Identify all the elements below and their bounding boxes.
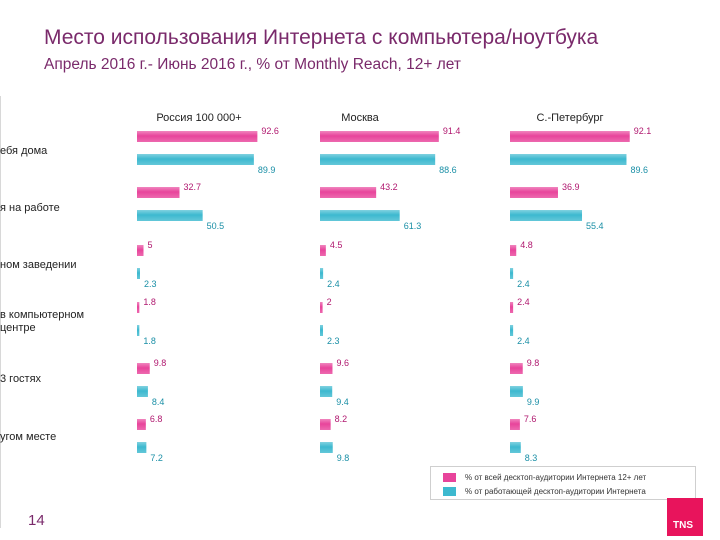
- bar-label-russia-computer-center-s1: 1.8: [143, 297, 156, 307]
- left-divider: [0, 96, 1, 528]
- bar-moscow-work-s1: [320, 187, 377, 198]
- page-title: Место использования Интернета с компьюте…: [44, 26, 599, 49]
- bar-moscow-home-s2: [320, 154, 436, 165]
- bar-russia-guests-s1: [137, 363, 150, 374]
- bar-label-russia-work-s2: 50.5: [207, 221, 225, 231]
- bar-label-moscow-work-s2: 61.3: [404, 221, 422, 231]
- row-label-guests: 3 гостях: [0, 373, 42, 385]
- page-number: 14: [28, 512, 45, 529]
- tns-logo: TNS: [667, 498, 703, 536]
- legend-label-all: % от всей десктоп-аудитории Интернета 12…: [465, 473, 647, 482]
- bar-russia-work-s2: [137, 210, 203, 221]
- bar-label-russia-computer-center-s2: 1.8: [143, 336, 156, 346]
- panel-title-russia: Россия 100 000+: [156, 112, 242, 124]
- bar-label-russia-guests-s2: 8.4: [152, 397, 165, 407]
- bar-moscow-computer-center-s2: [320, 325, 323, 336]
- bar-label-spb-institution-s2: 2.4: [517, 279, 530, 289]
- bar-label-spb-guests-s2: 9.9: [527, 397, 540, 407]
- bar-label-moscow-home-s2: 88.6: [439, 165, 457, 175]
- bar-label-spb-work-s2: 55.4: [586, 221, 604, 231]
- bar-label-spb-guests-s1: 9.8: [527, 358, 540, 368]
- bar-label-moscow-guests-s1: 9.6: [336, 358, 349, 368]
- bar-label-moscow-computer-center-s1: 2: [327, 297, 332, 307]
- bar-label-spb-computer-center-s1: 2.4: [517, 297, 530, 307]
- logo-text: TNS: [673, 520, 693, 531]
- bar-label-spb-institution-s1: 4.8: [520, 240, 533, 250]
- bar-moscow-home-s1: [320, 131, 439, 142]
- bar-label-moscow-institution-s2: 2.4: [327, 279, 340, 289]
- bar-label-spb-computer-center-s2: 2.4: [517, 336, 530, 346]
- bar-russia-institution-s2: [137, 268, 140, 279]
- bar-label-russia-other-s2: 7.2: [150, 453, 163, 463]
- bar-label-moscow-institution-s1: 4.5: [330, 240, 343, 250]
- bar-label-moscow-guests-s2: 9.4: [336, 397, 349, 407]
- bar-moscow-other-s1: [320, 419, 331, 430]
- legend-swatch-pink: [443, 473, 456, 482]
- bar-spb-institution-s1: [510, 245, 517, 256]
- bar-label-spb-work-s1: 36.9: [562, 182, 580, 192]
- bar-spb-other-s2: [510, 442, 521, 453]
- bar-moscow-guests-s1: [320, 363, 333, 374]
- bar-spb-computer-center-s1: [510, 302, 514, 313]
- bar-russia-work-s1: [137, 187, 180, 198]
- bar-spb-home-s2: [510, 154, 627, 165]
- bar-spb-home-s1: [510, 131, 630, 142]
- bar-label-russia-work-s1: 32.7: [184, 182, 202, 192]
- bar-spb-work-s2: [510, 210, 583, 221]
- bar-spb-computer-center-s2: [510, 325, 514, 336]
- row-label-other: угом месте: [0, 431, 57, 443]
- bar-moscow-institution-s1: [320, 245, 326, 256]
- bar-moscow-guests-s2: [320, 386, 333, 397]
- bar-russia-guests-s2: [137, 386, 148, 397]
- bar-spb-guests-s1: [510, 363, 523, 374]
- bar-russia-other-s2: [137, 442, 147, 453]
- panel-title-spb: С.-Петербург: [536, 112, 604, 124]
- bar-label-russia-guests-s1: 9.8: [154, 358, 167, 368]
- bar-label-moscow-other-s2: 9.8: [337, 453, 350, 463]
- bar-label-moscow-work-s1: 43.2: [380, 182, 398, 192]
- bar-moscow-institution-s2: [320, 268, 324, 279]
- bar-russia-computer-center-s2: [137, 325, 140, 336]
- row-label-work: я на работе: [0, 202, 60, 214]
- bar-russia-home-s2: [137, 154, 254, 165]
- bar-label-moscow-other-s1: 8.2: [335, 414, 348, 424]
- bar-moscow-other-s2: [320, 442, 333, 453]
- bar-label-spb-home-s2: 89.6: [630, 165, 648, 175]
- legend-label-working: % от работающей десктоп-аудитории Интерн…: [465, 487, 646, 496]
- bar-label-spb-home-s1: 92.1: [634, 126, 652, 136]
- bar-spb-guests-s2: [510, 386, 523, 397]
- bar-spb-work-s1: [510, 187, 558, 198]
- row-label-computer-center-1: в компьютерном: [0, 309, 85, 321]
- bar-russia-other-s1: [137, 419, 146, 430]
- bar-moscow-computer-center-s1: [320, 302, 323, 313]
- bar-spb-other-s1: [510, 419, 520, 430]
- row-label-institution: ном заведении: [0, 259, 77, 271]
- bar-label-moscow-computer-center-s2: 2.3: [327, 336, 340, 346]
- chart-legend: % от всей десктоп-аудитории Интернета 12…: [430, 466, 696, 500]
- bar-label-spb-other-s1: 7.6: [524, 414, 537, 424]
- bar-russia-institution-s1: [137, 245, 144, 256]
- bar-label-moscow-home-s1: 91.4: [443, 126, 461, 136]
- row-label-computer-center-2: центре: [0, 322, 36, 334]
- legend-swatch-cyan: [443, 487, 456, 496]
- bar-spb-institution-s2: [510, 268, 514, 279]
- bar-label-russia-other-s1: 6.8: [150, 414, 163, 424]
- bar-label-russia-home-s1: 92.6: [261, 126, 279, 136]
- bar-label-russia-home-s2: 89.9: [258, 165, 276, 175]
- bar-label-russia-institution-s2: 2.3: [144, 279, 157, 289]
- bar-label-russia-institution-s1: 5: [148, 240, 153, 250]
- row-label-home: ебя дома: [0, 145, 48, 157]
- page-subtitle: Апрель 2016 г.- Июнь 2016 г., % от Month…: [44, 56, 462, 73]
- bar-moscow-work-s2: [320, 210, 400, 221]
- bar-label-spb-other-s2: 8.3: [525, 453, 538, 463]
- bar-russia-home-s1: [137, 131, 258, 142]
- panel-title-moscow: Москва: [341, 112, 379, 124]
- bar-russia-computer-center-s1: [137, 302, 140, 313]
